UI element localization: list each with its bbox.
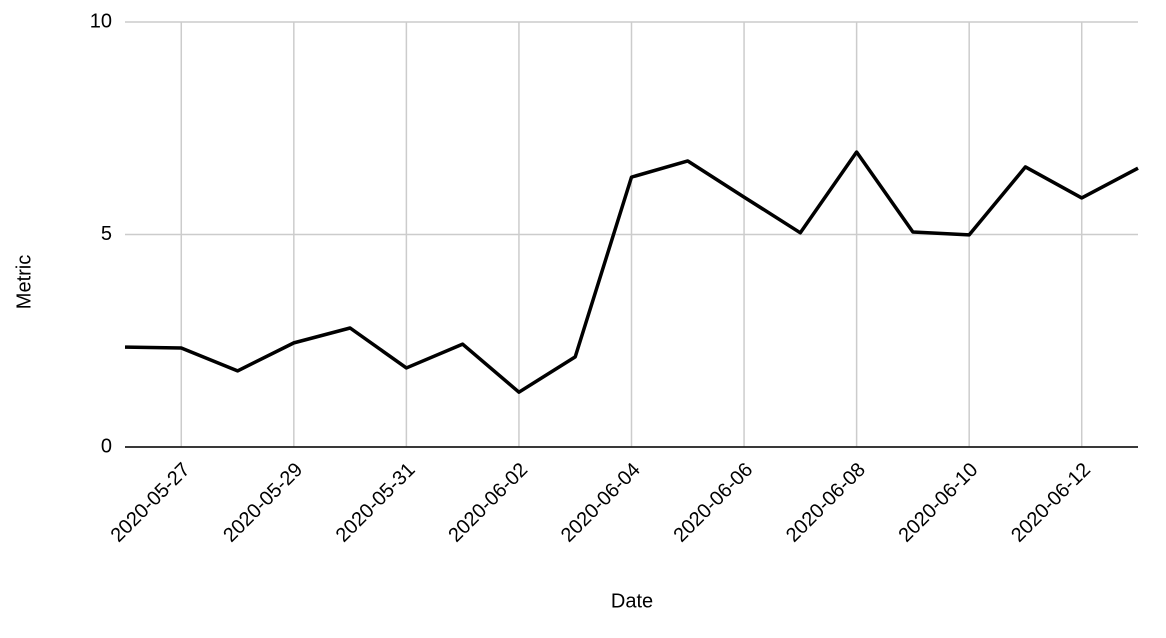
x-tick-label: 2020-06-04	[557, 459, 645, 547]
y-tick-label: 5	[101, 223, 112, 245]
y-tick-label: 0	[101, 435, 112, 457]
x-tick-label: 2020-05-29	[219, 459, 307, 547]
x-tick-label: 2020-06-02	[444, 459, 532, 547]
x-tick-label: 2020-05-31	[332, 459, 420, 547]
data-line	[124, 150, 1139, 394]
x-tick-label: 2020-06-10	[895, 459, 983, 547]
x-tick-label: 2020-05-27	[107, 459, 195, 547]
x-axis-title: Date	[611, 590, 653, 612]
y-tick-label: 10	[90, 10, 112, 32]
x-tick-label: 2020-06-06	[669, 459, 757, 547]
y-axis-title: Metric	[13, 255, 35, 309]
x-tick-label: 2020-06-08	[782, 459, 870, 547]
x-tick-label: 2020-06-12	[1007, 459, 1095, 547]
